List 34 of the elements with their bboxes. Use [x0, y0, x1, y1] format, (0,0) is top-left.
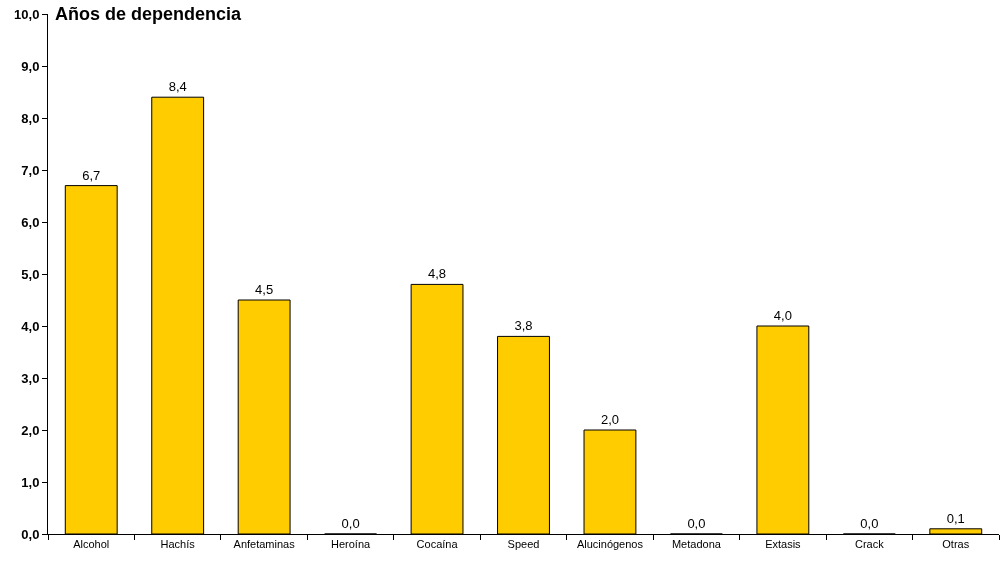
y-tick-label: 4,0 — [21, 318, 40, 334]
y-tick-label: 1,0 — [21, 474, 40, 490]
data-label: 2,0 — [600, 412, 619, 427]
data-label: 0,0 — [687, 516, 706, 531]
y-tick-label: 6,0 — [21, 214, 40, 230]
y-tick-label: 9,0 — [21, 58, 40, 74]
x-tick-label: Speed — [507, 538, 540, 551]
chart-title: Años de dependencia — [55, 4, 243, 24]
data-label: 8,4 — [168, 79, 187, 95]
x-tick-label: Otras — [942, 538, 970, 551]
data-label: 4,5 — [255, 282, 274, 297]
x-tick-label: Heroína — [331, 538, 372, 551]
x-tick-label: Metadona — [671, 538, 722, 551]
data-label: 0,1 — [946, 510, 965, 526]
data-label: 4,8 — [428, 266, 447, 282]
data-label: 0,0 — [341, 516, 360, 531]
y-tick-label: 8,0 — [21, 110, 40, 126]
x-tick-label: Cocaína — [416, 538, 459, 551]
x-tick-label: Crack — [854, 538, 885, 551]
y-tick-label: 3,0 — [21, 370, 40, 386]
data-label: 0,0 — [860, 516, 879, 531]
x-tick-label: Alucinógenos — [576, 538, 644, 551]
x-tick-label: Hachís — [160, 538, 196, 551]
x-tick-label: Extasis — [765, 538, 802, 551]
x-tick-label: Alcohol — [73, 538, 110, 551]
data-label: 6,7 — [82, 167, 101, 183]
y-tick-label: 0,0 — [21, 526, 40, 542]
y-tick-label: 10,0 — [14, 6, 40, 22]
data-label: 3,8 — [514, 318, 533, 334]
y-tick-label: 7,0 — [21, 162, 40, 178]
data-label: 4,0 — [773, 308, 792, 323]
y-tick-label: 2,0 — [21, 422, 40, 438]
y-tick-label: 5,0 — [21, 266, 40, 282]
x-tick-label: Anfetaminas — [233, 538, 296, 551]
